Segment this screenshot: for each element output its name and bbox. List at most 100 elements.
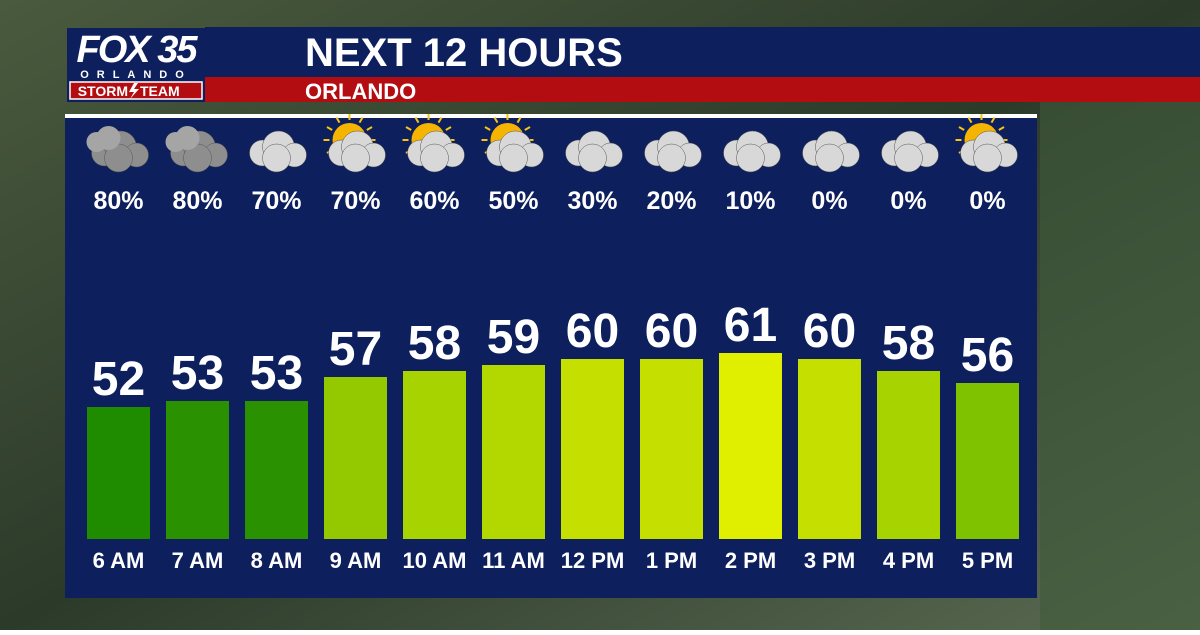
cloud-puff — [815, 143, 844, 173]
bar — [245, 401, 308, 539]
logo-team-left: STORM — [78, 83, 128, 99]
x-tick-label: 4 PM — [883, 548, 934, 573]
temp-label: 61 — [724, 299, 777, 352]
cloud-puff — [499, 143, 528, 173]
cloud-puff — [657, 143, 686, 173]
cloud-puff — [341, 143, 370, 173]
cloud-puff — [96, 126, 121, 150]
bar — [877, 371, 940, 539]
bar — [640, 359, 703, 539]
x-tick-label: 10 AM — [403, 548, 467, 573]
precip-label: 0% — [969, 187, 1005, 215]
panel-rule — [65, 114, 1037, 118]
precip-label: 30% — [567, 187, 617, 215]
sun-ray — [524, 126, 531, 131]
precip-label: 60% — [409, 187, 459, 215]
weather-icon — [481, 114, 544, 173]
sun-ray — [998, 126, 1005, 131]
sun-ray — [358, 116, 364, 124]
x-tick-label: 7 AM — [172, 548, 224, 573]
precip-label: 0% — [890, 187, 926, 215]
precip-label: 20% — [646, 187, 696, 215]
cloud-puff — [262, 143, 291, 173]
precip-label: 10% — [725, 187, 775, 215]
x-tick-label: 2 PM — [725, 548, 776, 573]
x-tick-label: 11 AM — [482, 548, 545, 573]
cloud-puff — [175, 126, 200, 150]
precip-label: 80% — [93, 187, 143, 215]
temp-label: 60 — [566, 305, 619, 358]
sun-ray — [516, 116, 522, 124]
x-tick-label: 8 AM — [251, 548, 303, 573]
weather-icon — [881, 130, 939, 173]
logo-station: FOX 35 — [77, 29, 199, 71]
precip-label: 50% — [488, 187, 538, 215]
sun-ray — [967, 116, 973, 124]
weather-icon — [323, 114, 386, 173]
cloud-puff — [894, 143, 923, 173]
temp-label: 60 — [803, 305, 856, 358]
sun-ray — [958, 126, 965, 131]
weather-icon — [802, 130, 860, 173]
logo-team-right: TEAM — [140, 83, 180, 99]
weather-icon — [86, 126, 149, 173]
bar — [561, 359, 624, 539]
weather-icon — [644, 130, 702, 173]
precip-label: 0% — [811, 187, 847, 215]
bar — [166, 401, 229, 539]
subtitle: ORLANDO — [305, 79, 416, 104]
sun-ray — [335, 116, 341, 124]
bar — [324, 377, 387, 539]
foliage — [1040, 100, 1200, 630]
sun-ray — [414, 116, 420, 124]
weather-icon — [723, 130, 781, 173]
cloud-puff — [578, 143, 607, 173]
cloud-puff — [420, 143, 449, 173]
bar — [956, 383, 1019, 539]
weather-icon — [565, 130, 623, 173]
precip-label: 70% — [330, 187, 380, 215]
temp-label: 59 — [487, 311, 540, 364]
bar — [482, 365, 545, 539]
temp-label: 53 — [171, 347, 224, 400]
temp-label: 52 — [92, 353, 145, 406]
x-tick-label: 1 PM — [646, 548, 697, 573]
weather-icon — [165, 126, 228, 173]
x-tick-label: 6 AM — [93, 548, 145, 573]
bar — [403, 371, 466, 539]
sun-ray — [484, 126, 491, 131]
precip-label: 70% — [251, 187, 301, 215]
temp-label: 57 — [329, 323, 382, 376]
x-tick-label: 12 PM — [561, 548, 625, 573]
sun-ray — [366, 126, 373, 131]
temp-label: 53 — [250, 347, 303, 400]
subtitle-bar — [205, 77, 1200, 102]
cloud-puff — [736, 143, 765, 173]
bar — [719, 353, 782, 539]
logo-city: ORLANDO — [80, 69, 192, 81]
x-tick-label: 3 PM — [804, 548, 855, 573]
title-bar — [205, 27, 1200, 77]
title: NEXT 12 HOURS — [305, 31, 623, 75]
x-tick-label: 9 AM — [330, 548, 382, 573]
sun-ray — [326, 126, 333, 131]
precip-label: 80% — [172, 187, 222, 215]
bar — [798, 359, 861, 539]
sun-ray — [437, 116, 443, 124]
bar — [87, 407, 150, 539]
sun-ray — [493, 116, 499, 124]
temp-label: 58 — [408, 317, 461, 370]
cloud-puff — [973, 143, 1002, 173]
logo-bolt — [129, 83, 139, 99]
temp-label: 58 — [882, 317, 935, 370]
x-tick-label: 5 PM — [962, 548, 1013, 573]
sun-ray — [405, 126, 412, 131]
weather-icon — [955, 114, 1018, 173]
weather-icon — [402, 114, 465, 173]
temp-label: 60 — [645, 305, 698, 358]
temp-label: 56 — [961, 329, 1014, 382]
weather-icon — [249, 130, 307, 173]
sun-ray — [445, 126, 452, 131]
